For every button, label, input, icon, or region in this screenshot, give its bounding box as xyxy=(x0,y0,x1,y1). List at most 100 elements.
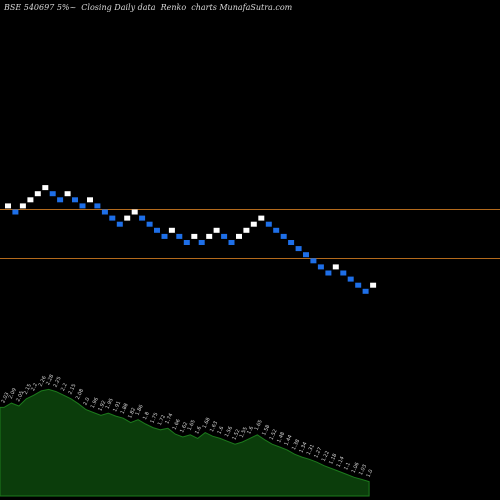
area-value-label: 1.34 xyxy=(298,441,308,454)
renko-brick-down xyxy=(295,246,302,252)
area-value-label: 1.74 xyxy=(164,413,174,426)
renko-brick-down xyxy=(139,215,146,221)
area-value-label: 2.26 xyxy=(38,375,48,388)
renko-brick-up xyxy=(124,215,131,221)
renko-brick-up xyxy=(168,227,175,233)
renko-brick-down xyxy=(221,233,228,239)
renko-brick-down xyxy=(198,240,205,245)
area-value-label: 1.95 xyxy=(105,397,115,410)
area-value-label: 1.6 xyxy=(194,426,203,436)
area-value-label: 1.6 xyxy=(216,426,225,436)
area-value-label: 1.72 xyxy=(157,414,167,427)
renko-brick-down xyxy=(228,240,235,245)
renko-brick-down xyxy=(317,264,324,270)
renko-brick-up xyxy=(258,215,265,221)
area-value-label: 2.05 xyxy=(15,390,25,403)
renko-brick-down xyxy=(72,197,78,203)
renko-brick-down xyxy=(146,221,153,227)
renko-brick-up xyxy=(64,191,71,197)
area-value-label: 1.92 xyxy=(97,400,107,413)
area-value-label: 1.8 xyxy=(142,411,151,421)
renko-brick-down xyxy=(303,252,309,258)
renko-brick-up xyxy=(131,209,138,215)
area-value-label: 1.65 xyxy=(254,419,264,432)
renko-brick-down xyxy=(12,209,19,215)
area-value-label: 1.44 xyxy=(283,434,293,447)
renko-brick-down xyxy=(49,191,56,197)
renko-brick-down xyxy=(57,197,64,203)
area-value-label: 1.03 xyxy=(358,464,368,477)
renko-brick-down xyxy=(310,258,317,264)
area-value-label: 1.55 xyxy=(239,426,249,439)
renko-brick-up xyxy=(332,264,339,270)
renko-brick-down xyxy=(288,240,295,245)
area-value-label: 1.86 xyxy=(134,404,144,417)
renko-brick-down xyxy=(79,203,86,209)
area-value-label: 1.88 xyxy=(120,402,130,415)
renko-brick-up xyxy=(42,185,49,191)
renko-brick-up xyxy=(87,197,93,203)
area-value-label: 1.0 xyxy=(365,469,374,479)
renko-brick-down xyxy=(362,288,369,294)
area-value-label: 2.03 xyxy=(0,392,10,405)
area-value-label: 1.63 xyxy=(209,420,219,433)
area-value-label: 1.65 xyxy=(187,419,197,432)
renko-brick-down xyxy=(265,221,272,227)
renko-brick-down xyxy=(109,215,116,221)
area-value-label: 1.56 xyxy=(224,426,234,439)
area-value-label: 1.68 xyxy=(202,417,212,430)
area-value-label: 1.58 xyxy=(261,424,271,437)
renko-brick-up xyxy=(370,282,377,288)
area-value-label: 1.52 xyxy=(231,428,241,441)
renko-brick-up xyxy=(34,191,41,197)
renko-brick-down xyxy=(116,221,123,227)
area-value-label: 1.75 xyxy=(149,412,159,425)
area-value-label: 2.2 xyxy=(60,382,69,392)
renko-brick-down xyxy=(280,233,287,239)
renko-brick-down xyxy=(183,240,190,245)
renko-brick-down xyxy=(340,270,347,276)
renko-brick-up xyxy=(191,233,198,239)
renko-brick-down xyxy=(347,276,354,282)
area-value-label: 1.91 xyxy=(112,400,122,413)
area-value-label: 2.15 xyxy=(67,383,77,396)
area-value-label: 1.48 xyxy=(276,431,286,444)
area-value-label: 2.08 xyxy=(75,388,85,401)
area-value-label: 1.52 xyxy=(269,428,279,441)
renko-brick-down xyxy=(325,270,332,276)
renko-brick-down xyxy=(161,233,168,239)
renko-brick-down xyxy=(101,209,108,215)
area-value-label: 1.22 xyxy=(321,450,331,463)
area-value-label: 1.66 xyxy=(172,418,182,431)
renko-brick-down xyxy=(154,227,160,233)
area-value-label: 2.15 xyxy=(23,383,33,396)
renko-brick-up xyxy=(206,233,213,239)
area-value-label: 2.0 xyxy=(82,397,91,407)
renko-brick-up xyxy=(19,203,26,209)
area-value-label: 1.31 xyxy=(306,444,316,457)
chart-title: BSE 540697 5%~ Closing Daily data Renko … xyxy=(4,3,293,12)
area-value-label: 1.38 xyxy=(291,438,301,451)
area-value-label: 2.28 xyxy=(45,374,55,387)
renko-brick-up xyxy=(236,233,242,239)
area-value-label: 2.09 xyxy=(8,387,18,400)
renko-brick-up xyxy=(243,227,250,233)
volume-area xyxy=(0,388,370,497)
renko-brick-up xyxy=(250,221,257,227)
area-value-label: 1.18 xyxy=(328,453,338,466)
area-value-label: 1.06 xyxy=(351,462,361,475)
area-value-label: 1.14 xyxy=(336,456,346,469)
area-value-label: 2.2 xyxy=(30,382,39,392)
area-value-label: 1.82 xyxy=(127,407,137,420)
renko-brick-up xyxy=(27,197,34,203)
renko-brick-down xyxy=(355,282,362,288)
renko-brick-up xyxy=(5,203,11,209)
area-value-label: 1.62 xyxy=(179,421,189,434)
area-value-label: 2.25 xyxy=(52,376,62,389)
renko-brick-down xyxy=(94,203,101,209)
area-value-label: 1.1 xyxy=(343,462,352,472)
renko-brick-down xyxy=(273,227,280,233)
area-value-label: 1.96 xyxy=(90,397,100,410)
renko-brick-up xyxy=(213,227,220,233)
